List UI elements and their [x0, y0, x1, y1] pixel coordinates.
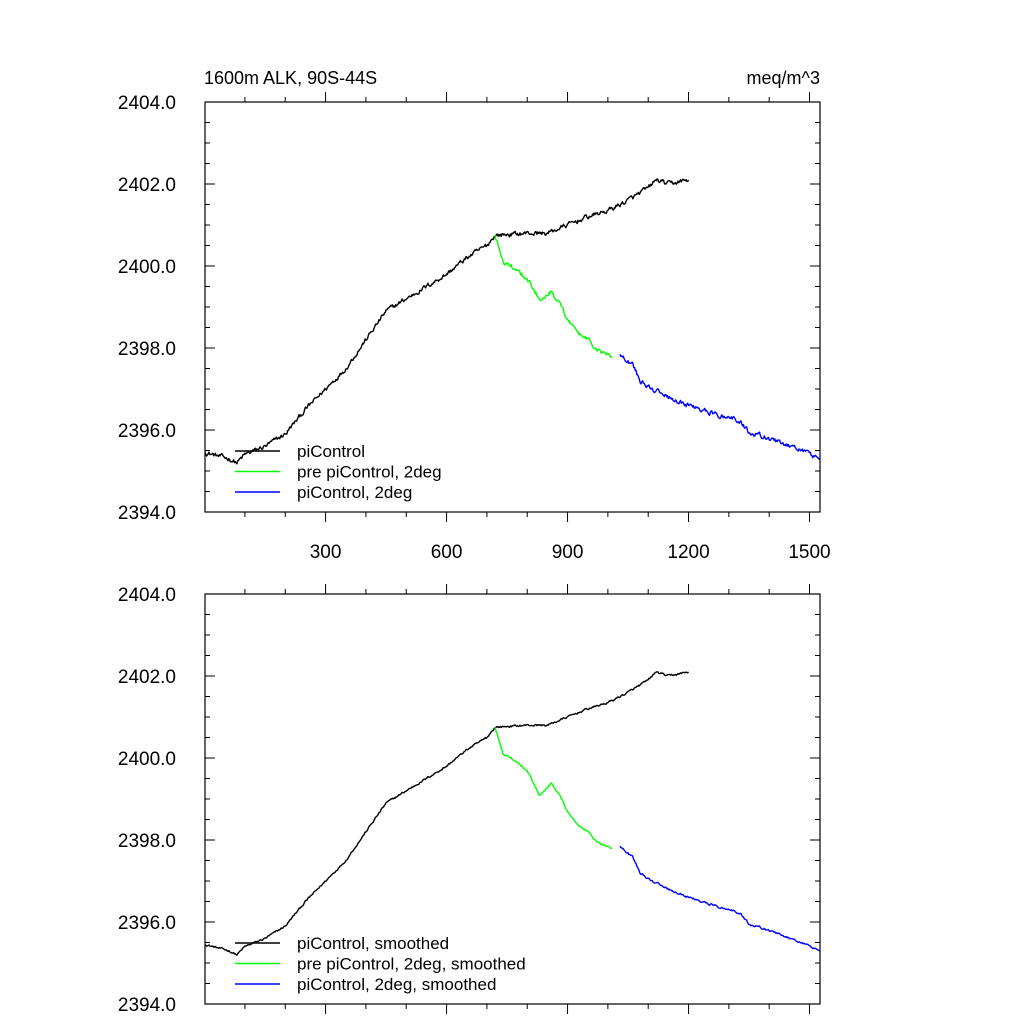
- y-tick-label: 2398.0: [118, 831, 176, 852]
- x-tick-label: 300: [310, 542, 342, 563]
- y-tick-label: 2398.0: [118, 339, 176, 360]
- series-line-2: [619, 353, 821, 460]
- y-tick-label: 2404.0: [118, 585, 176, 606]
- y-tick-label: 2400.0: [118, 257, 176, 278]
- bottom-panel: 2394.0 2396.0 2398.0 2400.0 2402.0 2404.0 piC…: [118, 584, 821, 1016]
- legend-label-0: piControl: [297, 442, 365, 461]
- legend-label-2: piControl, 2deg, smoothed: [297, 975, 496, 994]
- top-plot-frame: [204, 101, 821, 513]
- x-tick-label: 1200: [667, 542, 709, 563]
- y-tick-label: 2402.0: [118, 667, 176, 688]
- series-line-1: [494, 727, 613, 850]
- top-panel-title-left: 1600m ALK, 90S-44S: [204, 68, 377, 88]
- x-tick-label: 900: [552, 542, 584, 563]
- x-tick-label: 600: [431, 542, 463, 563]
- legend-label-1: pre piControl, 2deg: [297, 463, 442, 482]
- y-tick-label: 2400.0: [118, 749, 176, 770]
- series-line-0: [204, 671, 689, 956]
- top-panel-title-right: meq/m^3: [747, 68, 820, 88]
- series-line-0: [204, 178, 690, 465]
- x-tick-label: 1500: [788, 542, 830, 563]
- y-tick-label: 2402.0: [118, 175, 176, 196]
- y-tick-label: 2404.0: [118, 93, 176, 114]
- legend-label-1: pre piControl, 2deg, smoothed: [297, 955, 526, 974]
- legend-label-0: piControl, smoothed: [297, 934, 449, 953]
- top-panel: 1600m ALK, 90S-44S meq/m^3 2394.0 2396.0 2…: [118, 68, 831, 563]
- series-line-2: [619, 845, 820, 952]
- y-tick-label: 2394.0: [118, 995, 176, 1016]
- series-line-1: [494, 235, 613, 358]
- bottom-plot-frame: [204, 593, 821, 1005]
- y-tick-label: 2396.0: [118, 421, 176, 442]
- y-tick-label: 2396.0: [118, 913, 176, 934]
- y-tick-label: 2394.0: [118, 503, 176, 524]
- legend-label-2: piControl, 2deg: [297, 483, 412, 502]
